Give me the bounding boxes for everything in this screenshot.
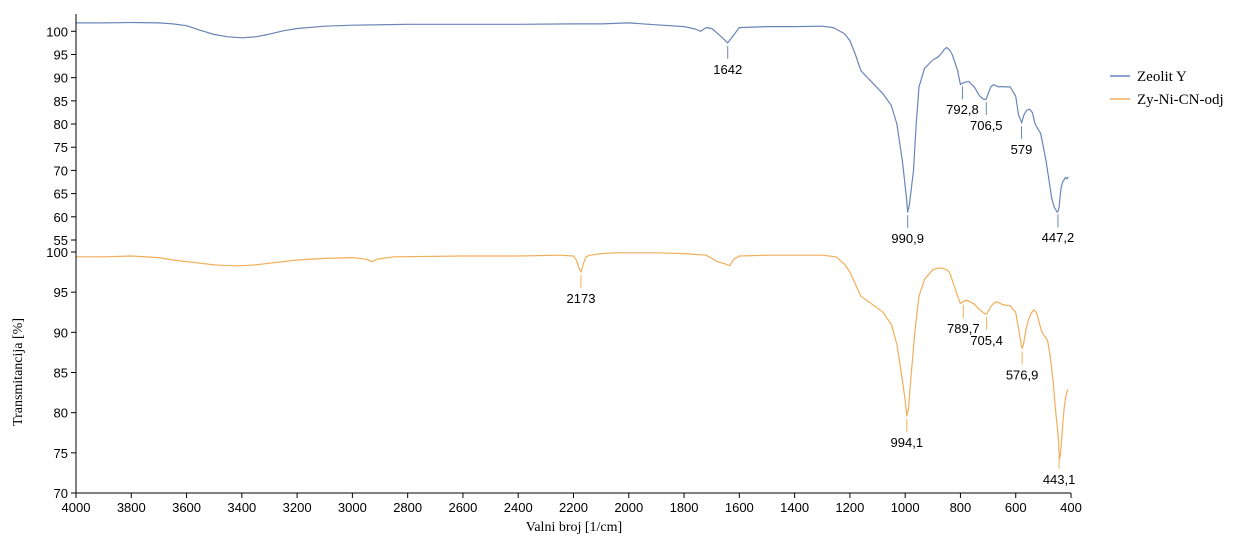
peak-label: 706,5 bbox=[970, 118, 1003, 133]
y-tick-label: 55 bbox=[54, 233, 68, 248]
x-tick-label: 1000 bbox=[891, 500, 920, 515]
series-line-zy-ni-cn-odj bbox=[76, 252, 1069, 460]
x-tick-label: 4000 bbox=[62, 500, 91, 515]
y-tick-label: 80 bbox=[54, 406, 68, 421]
y-tick-label: 75 bbox=[54, 140, 68, 155]
peak-label: 1642 bbox=[713, 62, 742, 77]
x-tick-label: 2400 bbox=[504, 500, 533, 515]
y-tick-label: 95 bbox=[54, 285, 68, 300]
peak-label: 576,9 bbox=[1006, 367, 1039, 382]
x-tick-label: 2000 bbox=[614, 500, 643, 515]
x-tick-label: 3400 bbox=[227, 500, 256, 515]
y-tick-label: 100 bbox=[46, 24, 68, 39]
x-tick-label: 3600 bbox=[172, 500, 201, 515]
peak-label: 705,4 bbox=[970, 333, 1003, 348]
y-tick-label: 80 bbox=[54, 117, 68, 132]
peak-label: 990,9 bbox=[891, 231, 924, 246]
x-tick-label: 2800 bbox=[393, 500, 422, 515]
y-tick-label: 85 bbox=[54, 94, 68, 109]
x-axis: 4000 3800 3600 3400 3200 3000 2800 2600 2400 2200… bbox=[62, 492, 1082, 515]
x-tick-label: 800 bbox=[950, 500, 972, 515]
x-tick-label: 400 bbox=[1060, 500, 1082, 515]
x-tick-label: 1600 bbox=[725, 500, 754, 515]
x-tick-label: 1800 bbox=[670, 500, 699, 515]
series-line-zeolit-y bbox=[76, 21, 1069, 213]
x-tick-label: 1400 bbox=[780, 500, 809, 515]
peak-label: 443,1 bbox=[1043, 472, 1076, 487]
y-tick-label: 90 bbox=[54, 71, 68, 86]
y-axis-title: Transmitancija [%] bbox=[11, 318, 26, 426]
y-tick-label: 70 bbox=[54, 163, 68, 178]
y-tick-label: 60 bbox=[54, 210, 68, 225]
panel-top: 55 60 65 70 75 80 85 90 95 100 1642 990,9 792,8706,5… bbox=[46, 21, 1075, 248]
x-tick-label: 1200 bbox=[835, 500, 864, 515]
peak-label: 792,8 bbox=[946, 102, 979, 117]
x-tick-label: 3200 bbox=[283, 500, 312, 515]
peak-label: 2173 bbox=[567, 291, 596, 306]
peak-label: 579 bbox=[1011, 142, 1033, 157]
x-tick-label: 2200 bbox=[559, 500, 588, 515]
y-tick-label: 70 bbox=[54, 486, 68, 501]
y-tick-label: 65 bbox=[54, 187, 68, 202]
y-tick-label: 100 bbox=[46, 245, 68, 260]
y-tick-label: 90 bbox=[54, 325, 68, 340]
x-axis-title: Valni broj [1/cm] bbox=[526, 520, 622, 535]
y-tick-label: 95 bbox=[54, 47, 68, 62]
x-tick-label: 3000 bbox=[338, 500, 367, 515]
legend: Zeolit Y Zy-Ni-CN-odj bbox=[1110, 69, 1224, 108]
legend-label-zeolit-y: Zeolit Y bbox=[1137, 69, 1187, 85]
x-tick-label: 600 bbox=[1005, 500, 1027, 515]
peak-label: 994,1 bbox=[891, 435, 924, 450]
peak-label: 789,7 bbox=[947, 321, 980, 336]
peak-label: 447,2 bbox=[1042, 230, 1075, 245]
x-tick-label: 3800 bbox=[117, 500, 146, 515]
y-tick-label: 85 bbox=[54, 366, 68, 381]
legend-label-zy-ni-cn-odj: Zy-Ni-CN-odj bbox=[1137, 92, 1224, 108]
x-tick-label: 2600 bbox=[448, 500, 477, 515]
y-tick-label: 75 bbox=[54, 446, 68, 461]
